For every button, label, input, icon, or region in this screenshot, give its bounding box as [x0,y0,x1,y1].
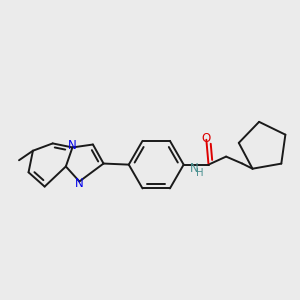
Text: O: O [202,132,211,145]
Text: H: H [196,168,203,178]
Text: N: N [190,162,199,175]
Text: N: N [75,177,84,190]
Text: N: N [68,140,77,152]
